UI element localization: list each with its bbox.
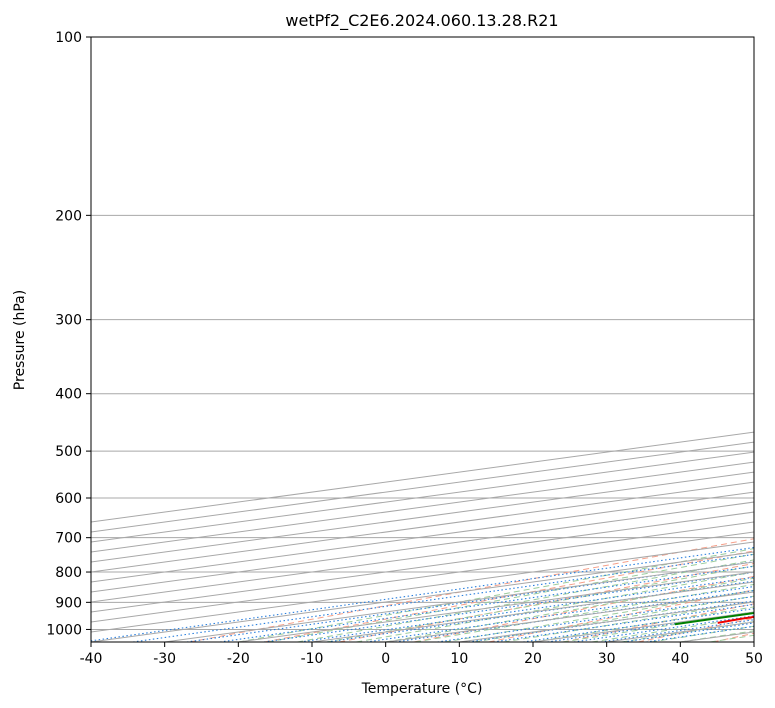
isotherm-line: [91, 481, 754, 573]
x-tick-label: -40: [80, 651, 103, 667]
x-tick-label: 40: [671, 651, 689, 667]
isotherm-line: [91, 461, 754, 553]
x-tick-label: 50: [745, 651, 763, 667]
mixing-ratio-lines: [91, 546, 754, 642]
x-tick-label: -30: [153, 651, 176, 667]
y-tick-label: 800: [55, 565, 82, 581]
x-tick-label: 20: [524, 651, 542, 667]
mixing-ratio-line: [493, 603, 754, 642]
x-tick-label: 10: [450, 651, 468, 667]
mixing-ratio-line: [437, 595, 754, 642]
isotherm-line: [91, 491, 754, 583]
y-tick-label: 700: [55, 531, 82, 547]
isotherm-line: [91, 531, 754, 623]
moist-adiabat-line: [238, 548, 754, 642]
plot-area: -100-90-80-70-60-50-40-30-20-10010203040…: [91, 37, 754, 642]
y-tick-label: 600: [55, 491, 82, 507]
plot-frame: [90, 36, 755, 643]
x-tick-label: -20: [227, 651, 250, 667]
isotherm-line: [91, 511, 754, 603]
y-tick-label: 300: [55, 313, 82, 329]
x-tick-label: -10: [301, 651, 324, 667]
y-tick-label: 500: [55, 444, 82, 460]
isotherms: [91, 431, 754, 642]
y-tick-label: 900: [55, 595, 82, 611]
mixing-ratio-line: [523, 608, 754, 642]
pressure-gridlines: [91, 37, 754, 630]
y-axis-ticks: 100 200 300 400 500 600 700 800 900 1000: [46, 30, 91, 638]
mixing-ratio-line: [186, 561, 754, 642]
x-tick-label: 0: [381, 651, 390, 667]
y-tick-label: 200: [55, 208, 82, 224]
moist-adiabat-line: [326, 565, 754, 642]
isotherm-line: [91, 451, 754, 543]
mixing-ratio-line: [219, 565, 754, 642]
chart-title: wetPf2_C2E6.2024.060.13.28.R21: [285, 11, 558, 31]
y-tick-label: 100: [55, 30, 82, 46]
y-axis-label: Pressure (hPa): [12, 290, 28, 390]
isotherm-line: [91, 471, 754, 563]
isotherm-line: [91, 501, 754, 593]
x-axis-label: Temperature (°C): [361, 681, 483, 697]
x-axis-ticks: -40 -30 -20 -10 0 10 20 30 40 50: [80, 642, 763, 667]
mixing-ratio-line: [132, 553, 754, 642]
mixing-ratio-line: [468, 600, 754, 642]
y-tick-label: 400: [55, 387, 82, 403]
x-tick-label: 30: [598, 651, 616, 667]
moist-adiabat-line: [356, 571, 754, 642]
isotherm-line: [91, 521, 754, 613]
y-tick-label: 1000: [46, 622, 82, 638]
